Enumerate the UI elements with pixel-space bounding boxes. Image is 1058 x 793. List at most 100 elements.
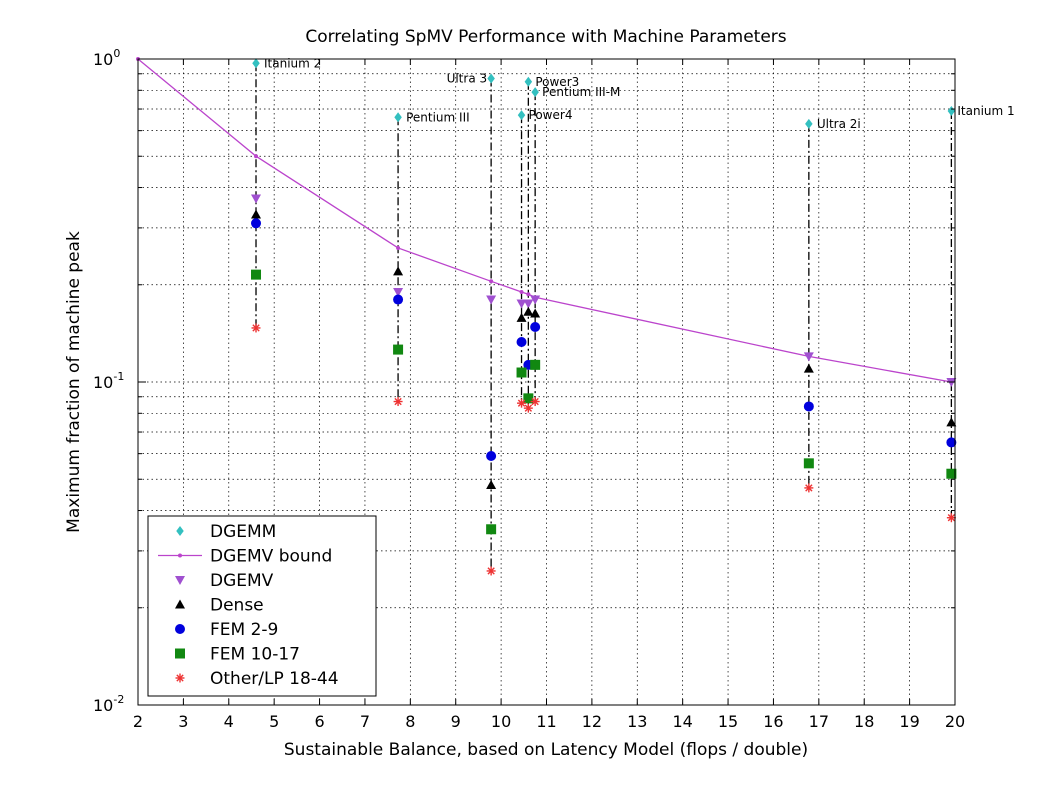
data-point	[486, 451, 497, 462]
legend-item: DGEMM	[176, 522, 276, 542]
legend-label: Other/LP 18-44	[210, 669, 339, 689]
legend-item: FEM 2-9	[175, 620, 278, 640]
x-tick-label: 11	[536, 712, 556, 731]
data-point	[523, 299, 534, 309]
data-point	[946, 468, 957, 479]
data-point	[524, 76, 533, 87]
x-tick-label: 3	[178, 712, 188, 731]
data-point	[519, 289, 524, 294]
data-point	[486, 479, 497, 489]
legend-marker	[175, 648, 185, 659]
legend-box	[147, 515, 377, 697]
data-point	[393, 266, 404, 276]
data-point	[803, 458, 814, 469]
data-point	[489, 279, 494, 284]
data-point	[946, 513, 956, 523]
data-point	[517, 110, 526, 121]
data-point	[947, 106, 956, 117]
data-point	[393, 287, 404, 297]
x-tick-label: 19	[899, 712, 919, 731]
legend-marker	[176, 526, 184, 536]
data-point	[516, 336, 527, 347]
x-tick-label: 5	[269, 712, 279, 731]
x-tick-label: 12	[582, 712, 602, 731]
data-point	[530, 322, 541, 333]
data-point	[803, 352, 814, 362]
data-point	[523, 306, 534, 316]
data-point	[251, 323, 261, 333]
data-point	[530, 359, 541, 370]
x-tick-label: 14	[672, 712, 692, 731]
data-point	[394, 112, 402, 123]
legend-label: DGEMV bound	[210, 547, 332, 567]
legend-marker	[175, 576, 185, 585]
data-point	[516, 367, 527, 378]
data-point	[530, 397, 540, 407]
series-fem-10-17	[251, 269, 957, 535]
x-tick-label: 6	[314, 712, 324, 731]
machine-label: Power3	[535, 75, 579, 89]
x-tick-label: 18	[854, 712, 874, 731]
legend-label: DGEMV	[210, 571, 274, 591]
data-point	[393, 294, 404, 305]
legend-item: FEM 10-17	[175, 645, 300, 665]
series-dgemv	[251, 194, 957, 387]
data-point	[486, 566, 496, 576]
machine-label: Pentium III	[406, 110, 470, 124]
data-point	[946, 437, 957, 448]
legend-item: DGEMV	[175, 571, 274, 591]
legend-marker	[175, 599, 185, 609]
data-point	[530, 308, 541, 318]
axis-ticks: 2 3 4 5 6 7 8 9 10 11 12 13 14 15 16 17 18 19 20 100 10-1 10-…	[93, 47, 965, 731]
grid	[137, 59, 956, 706]
y-tick-label: 10-1	[93, 370, 124, 392]
x-tick-label: 16	[763, 712, 783, 731]
data-point	[804, 483, 814, 493]
y-tick-label: 100	[93, 47, 120, 69]
data-point	[516, 299, 527, 309]
y-tick-label: 10-2	[93, 693, 124, 715]
data-point	[393, 344, 404, 355]
x-tick-label: 9	[451, 712, 461, 731]
data-point	[526, 292, 531, 297]
legend-label: FEM 10-17	[210, 645, 300, 665]
machine-label: Itanium 1	[957, 104, 1014, 118]
chart-title: Correlating SpMV Performance with Machin…	[305, 27, 786, 47]
data-point	[523, 393, 534, 404]
data-point	[487, 73, 495, 84]
data-point	[393, 397, 403, 407]
legend: DGEMM DGEMV bound DGEMV Dense FEM 2-9 FEM 10-…	[147, 515, 377, 697]
data-point	[517, 398, 527, 408]
x-tick-label: 13	[627, 712, 647, 731]
data-point	[396, 245, 401, 250]
data-point	[251, 218, 262, 229]
data-point	[251, 269, 262, 280]
series-dense	[251, 209, 957, 489]
legend-label: FEM 2-9	[210, 620, 278, 640]
legend-marker	[178, 553, 182, 558]
data-point	[531, 87, 539, 98]
data-point	[523, 403, 533, 413]
series-dgemm	[252, 58, 956, 129]
x-tick-label: 7	[360, 712, 370, 731]
machine-drop-lines	[255, 63, 953, 571]
x-axis-label: Sustainable Balance, based on Latency Mo…	[284, 740, 808, 760]
legend-label: Dense	[210, 596, 264, 616]
x-tick-label: 4	[224, 712, 234, 731]
data-point	[946, 417, 957, 427]
machine-label: Power4	[529, 108, 573, 122]
legend-item: DGEMV bound	[158, 547, 332, 567]
legend-item: Dense	[175, 596, 264, 616]
legend-marker	[175, 673, 185, 683]
series-other-lp-18-44	[251, 323, 956, 576]
x-tick-label: 10	[491, 712, 511, 731]
x-tick-label: 15	[718, 712, 738, 731]
legend-item: Other/LP 18-44	[175, 669, 339, 689]
data-point	[251, 209, 262, 219]
y-axis-label: Maximum fraction of machine peak	[64, 231, 84, 533]
data-point	[252, 58, 260, 69]
x-tick-label: 17	[809, 712, 829, 731]
x-tick-label: 8	[405, 712, 415, 731]
data-point	[803, 401, 814, 412]
